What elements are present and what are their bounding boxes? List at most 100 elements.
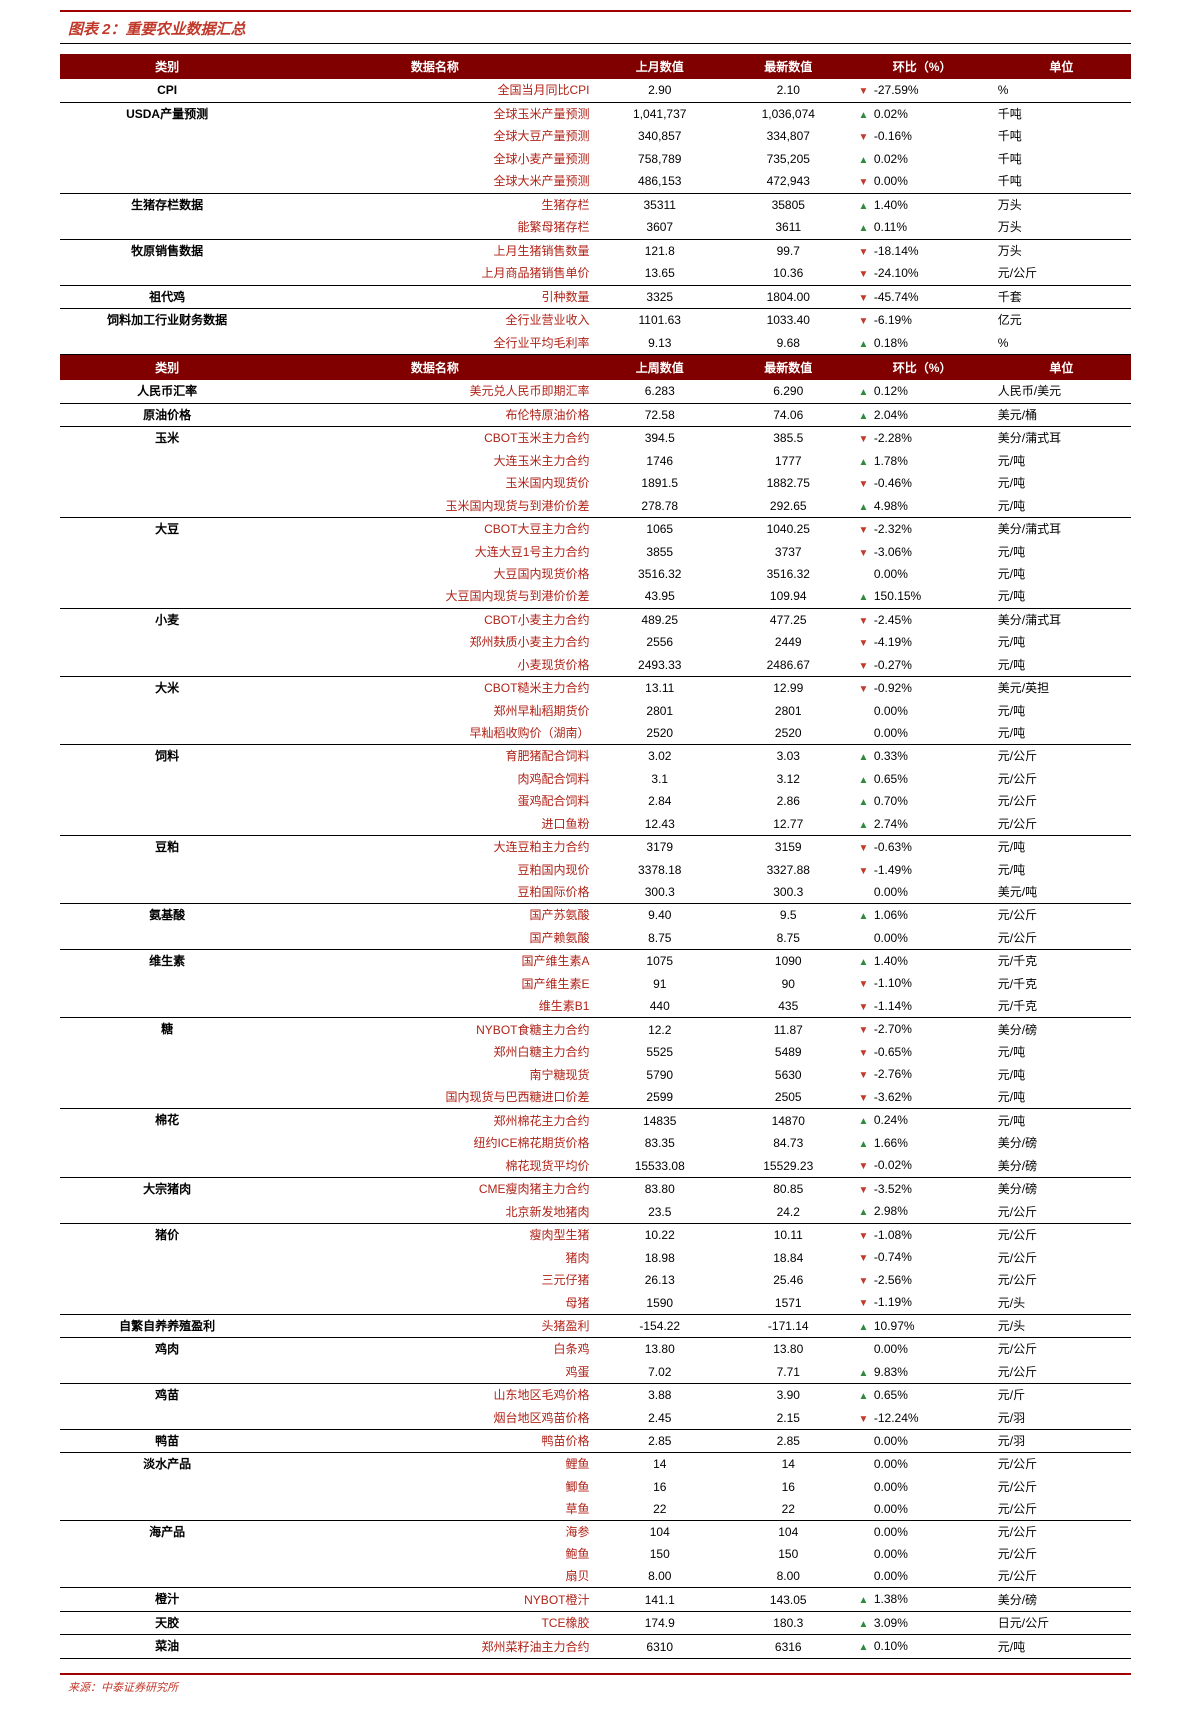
prev-value-cell: 3855 <box>595 541 724 564</box>
unit-cell: 美分/磅 <box>992 1132 1131 1155</box>
table-row: CPI全国当月同比CPI2.902.10▼ -27.59%% <box>60 79 1131 102</box>
prev-value-cell: 440 <box>595 995 724 1018</box>
latest-value-cell: 14 <box>724 1453 853 1476</box>
name-cell: 三元仔猪 <box>274 1269 595 1292</box>
latest-value-cell: 35805 <box>724 193 853 216</box>
category-cell <box>60 1291 274 1314</box>
unit-cell: 元/吨 <box>992 859 1131 882</box>
arrow-up-icon: ▲ <box>859 751 871 765</box>
prev-value-cell: 9.13 <box>595 332 724 355</box>
name-cell: 国产苏氨酸 <box>274 904 595 927</box>
unit-cell: 元/公斤 <box>992 1200 1131 1223</box>
arrow-down-icon: ▼ <box>859 1069 871 1083</box>
change-cell: 0.00% <box>853 563 992 585</box>
change-cell: ▼ -3.62% <box>853 1086 992 1109</box>
table-row: 大连玉米主力合约17461777▲ 1.78%元/吨 <box>60 450 1131 473</box>
change-cell: 0.00% <box>853 722 992 745</box>
category-cell: 鸡肉 <box>60 1338 274 1361</box>
latest-value-cell: 435 <box>724 995 853 1018</box>
col-header: 环比（%） <box>853 355 992 381</box>
name-cell: 上月商品猪销售单价 <box>274 262 595 285</box>
name-cell: 全球大豆产量预测 <box>274 125 595 148</box>
table-row: 猪价瘦肉型生猪10.2210.11▼ -1.08%元/公斤 <box>60 1223 1131 1246</box>
table-row: 豆粕国内现价3378.183327.88▼ -1.49%元/吨 <box>60 859 1131 882</box>
table-row: 猪肉18.9818.84▼ -0.74%元/公斤 <box>60 1246 1131 1269</box>
table-row: 大豆国内现货价格3516.323516.32 0.00%元/吨 <box>60 563 1131 585</box>
latest-value-cell: 180.3 <box>724 1611 853 1635</box>
name-cell: 进口鱼粉 <box>274 813 595 836</box>
latest-value-cell: 99.7 <box>724 239 853 262</box>
change-cell: ▼ -2.28% <box>853 427 992 450</box>
unit-cell: 千吨 <box>992 148 1131 171</box>
arrow-up-icon: ▲ <box>859 109 871 123</box>
name-cell: 瘦肉型生猪 <box>274 1223 595 1246</box>
arrow-down-icon: ▼ <box>859 1092 871 1106</box>
change-cell: ▼ -0.16% <box>853 125 992 148</box>
change-cell: ▲ 1.66% <box>853 1132 992 1155</box>
table-row: 棉花现货平均价15533.0815529.23▼ -0.02%美分/磅 <box>60 1154 1131 1177</box>
unit-cell: 美分/蒲式耳 <box>992 608 1131 631</box>
category-cell <box>60 1154 274 1177</box>
section1-table: 类别数据名称上月数值最新数值环比（%）单位 CPI全国当月同比CPI2.902.… <box>60 54 1131 1659</box>
change-cell: ▼ -2.32% <box>853 518 992 541</box>
arrow-down-icon: ▼ <box>859 131 871 145</box>
table-row: 糖NYBOT食糖主力合约12.211.87▼ -2.70%美分/磅 <box>60 1018 1131 1041</box>
change-cell: ▲ 0.11% <box>853 216 992 239</box>
name-cell: 国产赖氨酸 <box>274 927 595 950</box>
category-cell <box>60 1269 274 1292</box>
prev-value-cell: 174.9 <box>595 1611 724 1635</box>
name-cell: 育肥猪配合饲料 <box>274 745 595 768</box>
name-cell: 海参 <box>274 1520 595 1543</box>
change-cell: 0.00% <box>853 1520 992 1543</box>
latest-value-cell: 25.46 <box>724 1269 853 1292</box>
col-header: 上月数值 <box>595 54 724 79</box>
category-cell: 菜油 <box>60 1635 274 1659</box>
change-cell: ▲ 0.02% <box>853 148 992 171</box>
prev-value-cell: 2.90 <box>595 79 724 102</box>
latest-value-cell: 9.68 <box>724 332 853 355</box>
category-cell: 棉花 <box>60 1109 274 1132</box>
change-cell: ▼ -0.65% <box>853 1041 992 1064</box>
unit-cell: 元/千克 <box>992 949 1131 972</box>
arrow-up-icon: ▲ <box>859 501 871 515</box>
unit-cell: 元/吨 <box>992 472 1131 495</box>
arrow-up-icon: ▲ <box>859 200 871 214</box>
col-header: 环比（%） <box>853 54 992 79</box>
category-cell <box>60 1498 274 1521</box>
table-row: 豆粕国际价格300.3300.3 0.00%美元/吨 <box>60 881 1131 904</box>
latest-value-cell: 1777 <box>724 450 853 473</box>
prev-value-cell: 12.43 <box>595 813 724 836</box>
prev-value-cell: 2801 <box>595 700 724 722</box>
name-cell: 白条鸡 <box>274 1338 595 1361</box>
unit-cell: 元/头 <box>992 1291 1131 1314</box>
table-row: 自繁自养养殖盈利头猪盈利-154.22-171.14▲ 10.97%元/头 <box>60 1314 1131 1338</box>
table-row: 郑州麸质小麦主力合约25562449▼ -4.19%元/吨 <box>60 631 1131 654</box>
change-cell: 0.00% <box>853 1430 992 1453</box>
change-cell: ▲ 1.40% <box>853 193 992 216</box>
arrow-up-icon: ▲ <box>859 410 871 424</box>
category-cell <box>60 472 274 495</box>
table-row: 郑州早籼稻期货价28012801 0.00%元/吨 <box>60 700 1131 722</box>
col-header: 数据名称 <box>274 355 595 381</box>
prev-value-cell: -154.22 <box>595 1314 724 1338</box>
arrow-down-icon: ▼ <box>859 478 871 492</box>
prev-value-cell: 6310 <box>595 1635 724 1659</box>
category-cell <box>60 1246 274 1269</box>
arrow-up-icon: ▲ <box>859 456 871 470</box>
latest-value-cell: 1804.00 <box>724 285 853 309</box>
arrow-down-icon: ▼ <box>859 683 871 697</box>
category-cell <box>60 995 274 1018</box>
latest-value-cell: 2449 <box>724 631 853 654</box>
latest-value-cell: 3.12 <box>724 768 853 791</box>
prev-value-cell: 35311 <box>595 193 724 216</box>
table-row: 草鱼2222 0.00%元/公斤 <box>60 1498 1131 1521</box>
prev-value-cell: 1,041,737 <box>595 102 724 125</box>
category-cell: 大宗猪肉 <box>60 1177 274 1200</box>
unit-cell: 元/公斤 <box>992 768 1131 791</box>
unit-cell: 万头 <box>992 216 1131 239</box>
change-cell: ▲ 150.15% <box>853 585 992 608</box>
change-cell: ▲ 0.10% <box>853 1635 992 1659</box>
change-cell: ▲ 0.24% <box>853 1109 992 1132</box>
name-cell: CME瘦肉猪主力合约 <box>274 1177 595 1200</box>
unit-cell: 元/吨 <box>992 585 1131 608</box>
